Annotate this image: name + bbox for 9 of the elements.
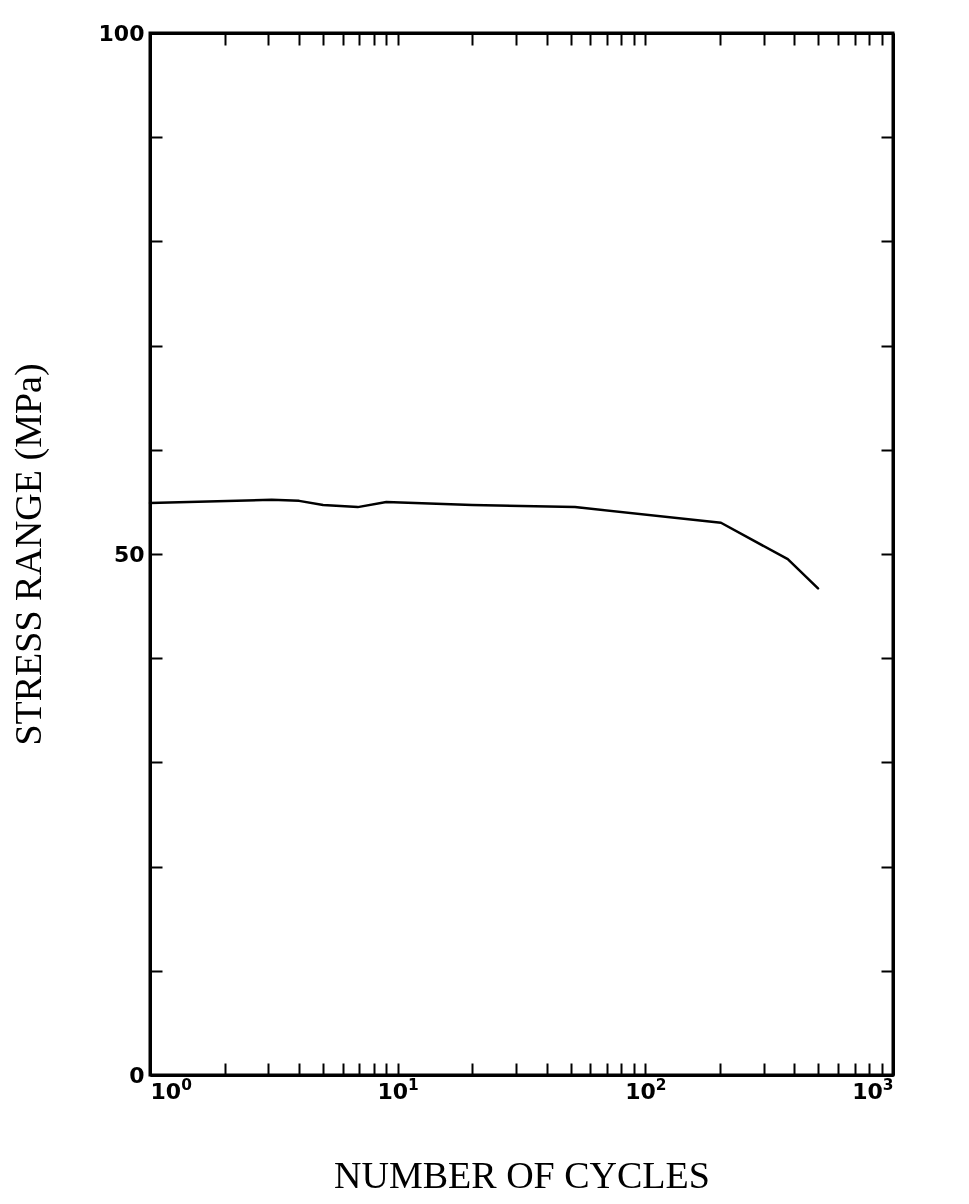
x-tick-label: 10$^{3}$ [852, 1075, 894, 1104]
y-tick-label: 100 [98, 20, 145, 46]
y-tick-label: 0 [129, 1062, 145, 1088]
y-tick-label: 50 [113, 541, 145, 567]
x-tick-label: 10$^{2}$ [625, 1075, 667, 1104]
x-tick-label: 10$^{0}$ [150, 1075, 192, 1104]
x-axis-title: NUMBER OF CYCLES [334, 1153, 710, 1196]
x-tick-label: 10$^{1}$ [377, 1075, 419, 1104]
y-axis-title: STRESS RANGE (MPa) [6, 363, 50, 746]
